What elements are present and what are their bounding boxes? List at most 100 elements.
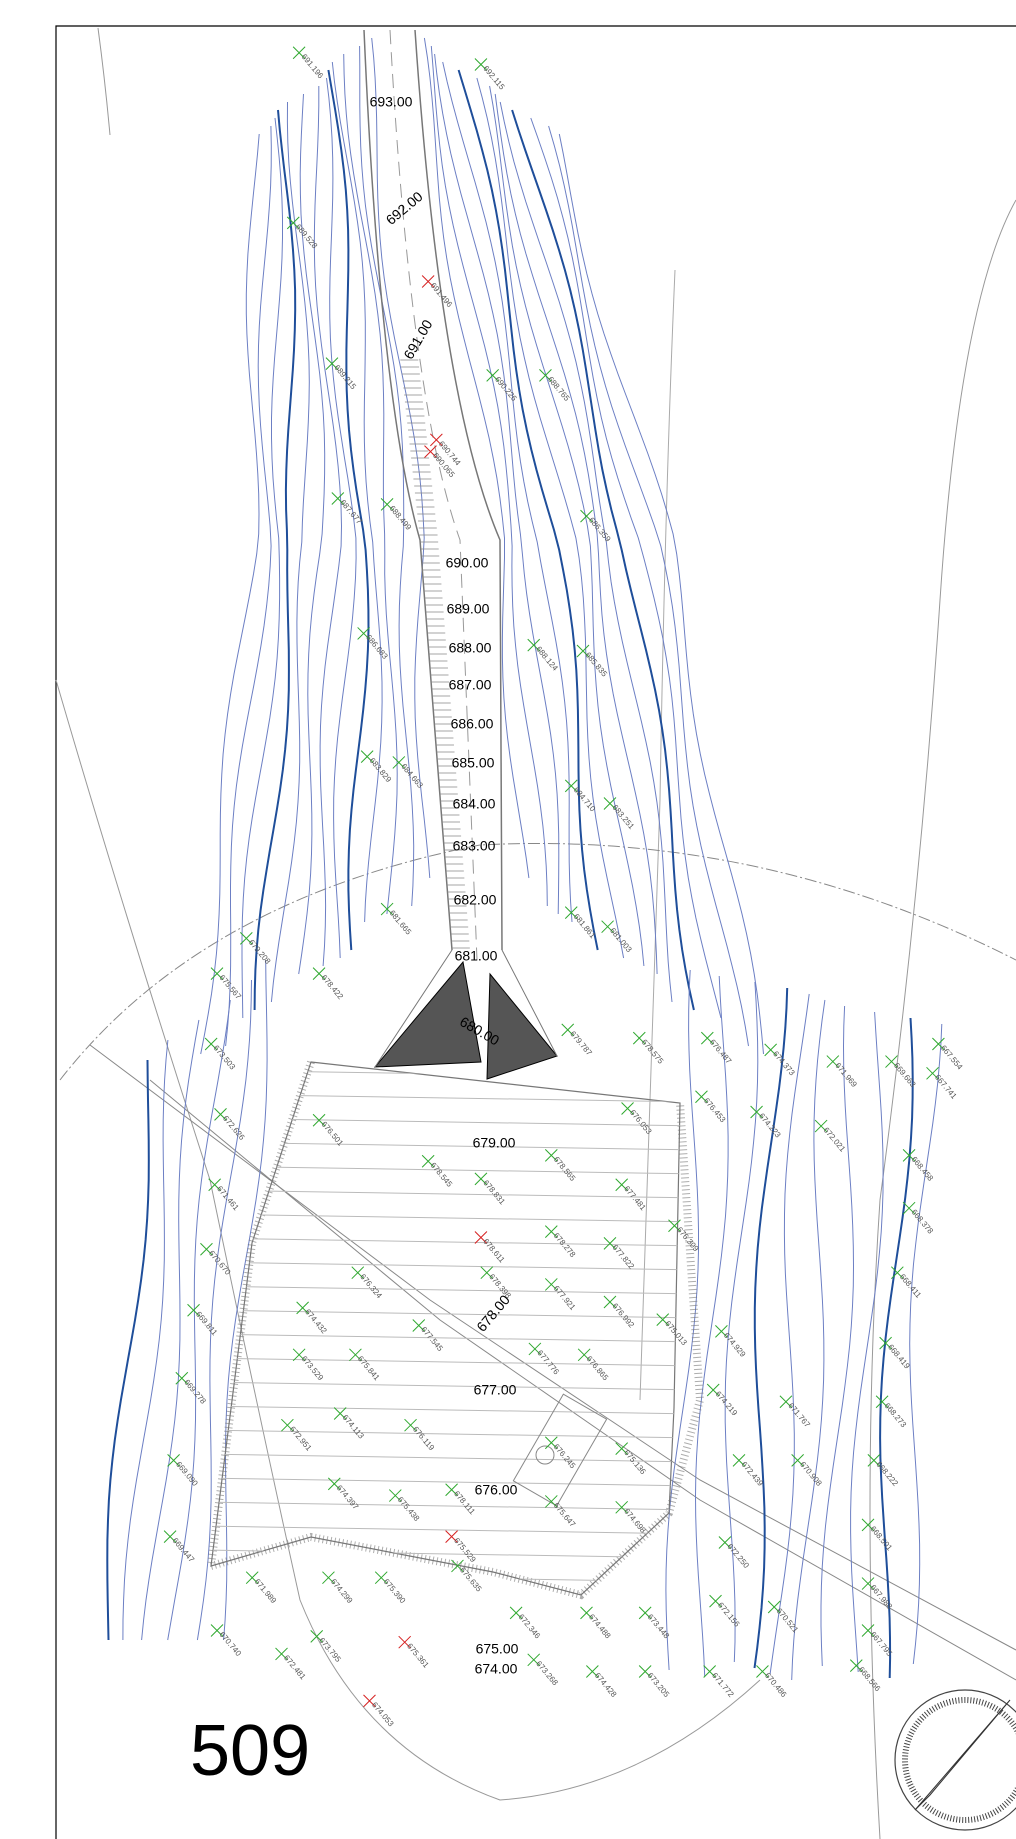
spot-height: 678.611 xyxy=(481,1237,506,1265)
spot-marker xyxy=(615,1178,629,1192)
spot-marker xyxy=(430,433,443,447)
contour-label: 692.00 xyxy=(383,188,426,228)
pad-line xyxy=(211,1237,680,1247)
spot-height: 671.772 xyxy=(710,1671,736,1699)
spot-height: 672.626 xyxy=(221,1114,247,1142)
road-end xyxy=(374,949,558,1068)
spot-height: 689.215 xyxy=(332,363,358,391)
pad-line xyxy=(211,1357,680,1367)
spot-height: 678.545 xyxy=(429,1161,455,1189)
spot-height: 675.136 xyxy=(622,1448,648,1476)
spot-marker xyxy=(544,1278,558,1291)
spot-marker xyxy=(480,1266,494,1280)
compass-needle xyxy=(914,1699,1011,1811)
spot-height: 684.663 xyxy=(399,762,425,790)
contour xyxy=(359,45,415,907)
contour xyxy=(558,133,764,1055)
spot-marker xyxy=(826,1055,840,1068)
pad-line xyxy=(211,1093,680,1103)
spot-marker xyxy=(875,1395,889,1409)
contour-label: 683.00 xyxy=(453,838,496,854)
spot-height: 678.278 xyxy=(552,1231,578,1259)
pad-line xyxy=(211,1189,680,1199)
spot-marker xyxy=(292,46,306,60)
spot-height: 669.811 xyxy=(194,1310,219,1338)
spot-marker xyxy=(388,1489,402,1502)
spot-marker xyxy=(779,1395,793,1409)
spot-height: 668.419 xyxy=(886,1343,912,1371)
spot-height: 681.665 xyxy=(388,909,414,937)
spot-height: 678.422 xyxy=(320,973,346,1001)
boundary xyxy=(149,1079,1016,1681)
pad-line xyxy=(211,1525,680,1535)
spot-height: 676.453 xyxy=(702,1096,728,1124)
contour xyxy=(167,999,231,1641)
spot-height: 690.226 xyxy=(493,375,519,403)
spot-marker xyxy=(544,1225,558,1239)
spot-height: 678.575 xyxy=(640,1038,666,1066)
spot-marker xyxy=(615,1500,629,1514)
spot-marker xyxy=(245,1571,259,1585)
spot-height: 668.273 xyxy=(883,1401,909,1429)
spot-marker xyxy=(398,1635,412,1649)
contour xyxy=(241,117,283,1019)
contour xyxy=(753,987,789,1669)
spot-height: 671.461 xyxy=(215,1184,241,1212)
spot-marker xyxy=(210,1624,224,1637)
contour xyxy=(850,1011,884,1673)
spot-height: 672.346 xyxy=(517,1612,543,1640)
spot-height: 668.222 xyxy=(874,1460,900,1488)
contour xyxy=(298,93,326,975)
contour xyxy=(769,993,810,1675)
spot-marker xyxy=(885,1055,898,1068)
spot-marker xyxy=(204,1037,218,1051)
spot-marker xyxy=(902,1201,916,1215)
spot-marker xyxy=(861,1624,875,1637)
spot-height: 673.503 xyxy=(212,1043,238,1071)
spot-height: 692.115 xyxy=(481,64,506,92)
boundary xyxy=(869,199,1016,1839)
contour-label: 687.00 xyxy=(449,677,492,693)
spot-height: 668.411 xyxy=(898,1272,923,1300)
contour-label: 690.00 xyxy=(446,555,489,571)
spot-marker xyxy=(764,1043,778,1057)
spot-marker xyxy=(756,1665,769,1678)
spot-height: 674.929 xyxy=(722,1331,748,1359)
spot-height: 675.438 xyxy=(396,1495,422,1523)
spot-marker xyxy=(902,1149,916,1162)
spot-marker xyxy=(544,1149,558,1162)
pad-line xyxy=(211,1117,680,1127)
spot-marker xyxy=(814,1119,828,1133)
boundary xyxy=(89,1044,1016,1651)
pad-line xyxy=(211,1429,680,1439)
road-edge xyxy=(414,29,503,951)
spot-height: 691.196 xyxy=(300,52,326,80)
spot-height: 668.378 xyxy=(910,1208,936,1236)
spot-marker xyxy=(580,509,593,523)
spot-height: 673.205 xyxy=(646,1671,672,1699)
spot-height: 691.496 xyxy=(429,281,455,309)
contour xyxy=(326,77,357,959)
spot-marker xyxy=(292,1348,306,1362)
spot-height: 679.787 xyxy=(568,1029,594,1057)
spot-marker xyxy=(310,1629,324,1643)
spot-marker xyxy=(750,1105,763,1119)
spot-height: 688.499 xyxy=(388,504,414,532)
spot-height: 674.373 xyxy=(771,1049,797,1077)
spot-marker xyxy=(412,1319,426,1332)
slope-triangle xyxy=(486,972,558,1080)
spot-marker xyxy=(603,1295,617,1309)
contours xyxy=(106,37,943,1681)
contour xyxy=(270,101,310,1003)
contour xyxy=(548,125,749,1047)
spot-marker xyxy=(709,1594,722,1608)
spot-height: 671.767 xyxy=(786,1401,812,1429)
spot-marker xyxy=(509,1606,523,1620)
contour-label: 676.00 xyxy=(475,1482,518,1498)
spot-marker xyxy=(632,1031,646,1045)
pad-line xyxy=(211,1285,680,1295)
spot-marker xyxy=(527,638,541,652)
contour xyxy=(331,61,383,923)
spot-marker xyxy=(700,1031,714,1045)
